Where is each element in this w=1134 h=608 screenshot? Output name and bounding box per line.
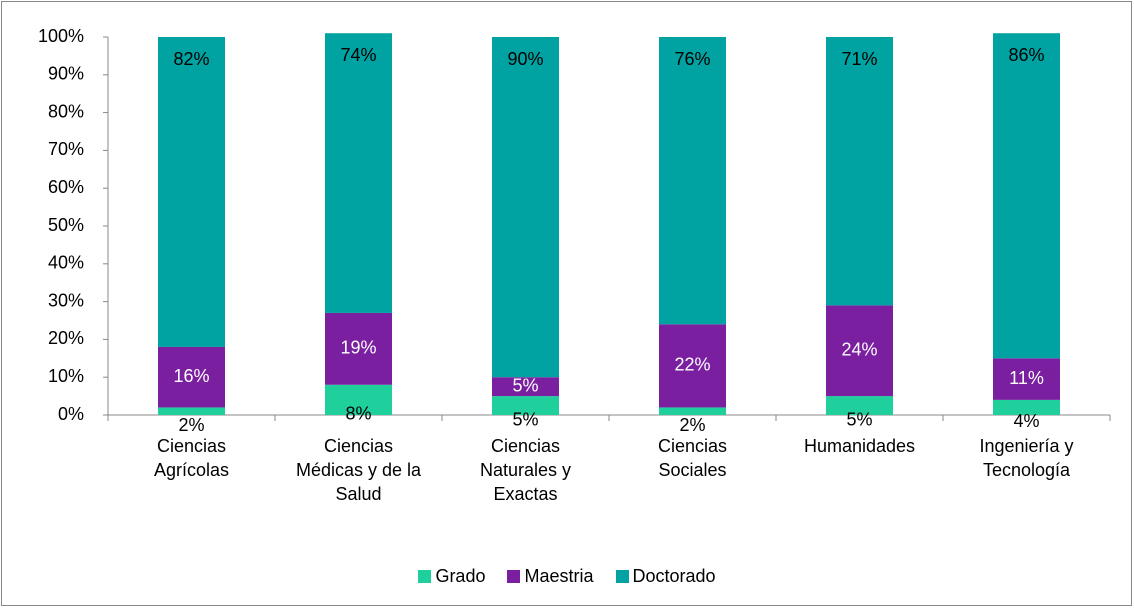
x-tick-label: Ciencias Sociales	[657, 436, 728, 480]
data-label: 5%	[846, 409, 872, 429]
y-tick-label: 100%	[38, 26, 84, 46]
x-tick-label: Ciencias Médicas y de la Salud	[295, 436, 422, 504]
legend-swatch	[507, 570, 521, 583]
bar-segment	[325, 384, 392, 415]
bar-segment	[659, 324, 726, 408]
legend: Grado Maestria Doctorado	[0, 566, 1134, 587]
data-label: 4%	[1013, 411, 1039, 431]
y-tick-label: 80%	[48, 101, 84, 121]
x-tick-label: Ciencias Agrícolas	[153, 436, 230, 480]
legend-item: Maestria	[507, 566, 594, 587]
legend-label: Maestria	[524, 566, 594, 586]
bar-segment	[826, 305, 893, 397]
data-label: 11%	[1009, 368, 1044, 388]
legend-item: Grado	[418, 566, 485, 587]
bar-segment	[826, 396, 893, 415]
data-label: 74%	[340, 45, 376, 65]
data-label: 90%	[507, 49, 543, 69]
legend-label: Grado	[435, 566, 486, 586]
y-tick-label: 60%	[48, 177, 84, 197]
data-label: 71%	[841, 49, 877, 69]
y-tick-label: 40%	[48, 253, 84, 273]
bar-segment	[492, 396, 559, 415]
y-tick-label: 30%	[48, 290, 84, 310]
bar-segment	[659, 407, 726, 415]
data-label: 2%	[679, 415, 705, 435]
y-tick-label: 0%	[58, 404, 84, 424]
y-tick-label: 70%	[48, 139, 84, 159]
data-label: 8%	[345, 404, 371, 424]
x-tick-label: Humanidades	[803, 436, 916, 456]
bar-segment	[325, 33, 392, 313]
data-label: 86%	[1008, 45, 1044, 65]
x-tick-label: Ciencias Naturales y Exactas	[479, 436, 572, 504]
bar-segment	[158, 37, 225, 347]
data-label: 82%	[173, 49, 209, 69]
bar-segment	[158, 407, 225, 415]
bar-segment	[826, 37, 893, 306]
x-tick-label: Ingeniería y Tecnología	[979, 436, 1074, 480]
y-tick-label: 90%	[48, 64, 84, 84]
legend-swatch	[615, 570, 629, 583]
legend-item: Doctorado	[615, 566, 716, 587]
data-label: 19%	[340, 338, 376, 358]
y-tick-label: 10%	[48, 366, 84, 386]
data-label: 2%	[178, 415, 204, 435]
bar-segment	[492, 377, 559, 397]
data-label: 5%	[512, 375, 538, 395]
data-label: 76%	[674, 49, 710, 69]
y-tick-label: 20%	[48, 328, 84, 348]
y-tick-label: 50%	[48, 215, 84, 235]
legend-label: Doctorado	[632, 566, 716, 586]
legend-swatch	[418, 570, 432, 583]
bar-segment	[659, 37, 726, 325]
bar-segment	[993, 399, 1060, 415]
bar-segment	[325, 312, 392, 385]
bar-segment	[158, 346, 225, 408]
bar-segment	[993, 358, 1060, 400]
data-label: 5%	[512, 409, 538, 429]
data-label: 22%	[674, 355, 710, 375]
data-label: 24%	[841, 339, 877, 359]
bar-segment	[492, 37, 559, 378]
data-label: 16%	[173, 366, 209, 386]
bar-segment	[993, 33, 1060, 359]
